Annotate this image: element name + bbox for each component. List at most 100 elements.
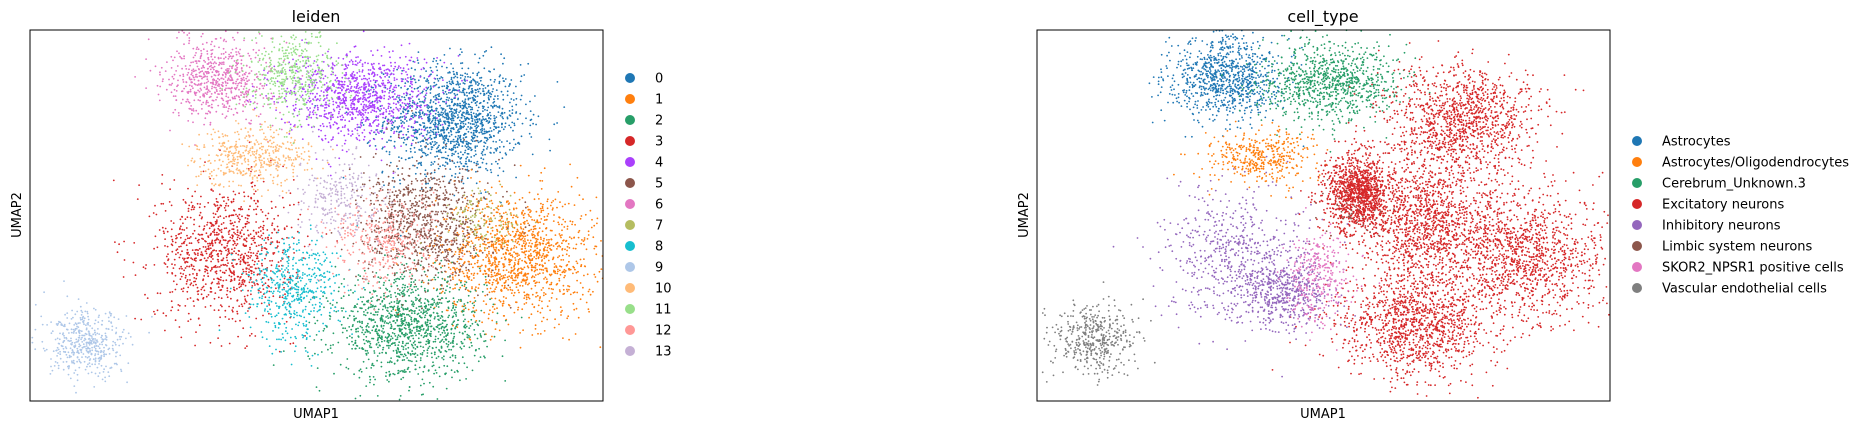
scatter-point xyxy=(205,232,208,235)
scatter-point xyxy=(377,276,380,279)
scatter-point xyxy=(426,109,429,112)
scatter-point xyxy=(468,346,471,349)
scatter-point xyxy=(443,138,446,140)
scatter-point xyxy=(454,284,457,286)
scatter-point xyxy=(199,203,202,205)
scatter-point xyxy=(572,272,574,275)
scatter-point xyxy=(202,246,205,248)
scatter-point xyxy=(207,257,209,259)
scatter-point xyxy=(461,284,464,287)
scatter-point xyxy=(397,369,400,372)
scatter-point xyxy=(413,87,416,90)
scatter-point xyxy=(576,176,579,179)
scatter-point xyxy=(548,244,551,247)
scatter-point xyxy=(595,245,598,248)
scatter-point xyxy=(511,105,514,108)
scatter-point xyxy=(393,126,396,128)
scatter-point xyxy=(497,273,500,276)
scatter-point xyxy=(419,353,422,355)
scatter-point xyxy=(479,166,482,169)
scatter-point xyxy=(533,198,536,201)
scatter-point xyxy=(426,318,429,321)
scatter-point xyxy=(383,281,385,284)
scatter-point xyxy=(271,207,273,210)
scatter-point xyxy=(164,263,167,265)
scatter-point xyxy=(194,190,197,193)
scatter-point xyxy=(398,351,401,354)
scatter-point xyxy=(276,245,279,248)
scatter-point xyxy=(473,311,476,314)
scatter-point xyxy=(470,149,473,152)
scatter-point xyxy=(181,215,183,218)
scatter-point xyxy=(525,296,528,299)
scatter-point xyxy=(438,301,441,304)
scatter-point xyxy=(513,267,516,270)
scatter-point xyxy=(470,272,473,275)
scatter-point xyxy=(320,338,323,341)
scatter-point xyxy=(528,132,531,135)
scatter-point xyxy=(561,205,564,208)
scatter-point xyxy=(527,230,530,232)
scatter-point xyxy=(253,199,256,202)
scatter-point xyxy=(250,243,253,246)
scatter-point xyxy=(345,104,347,107)
scatter-point xyxy=(542,294,545,297)
scatter-point xyxy=(441,85,444,88)
scatter-point xyxy=(515,246,518,249)
scatter-point xyxy=(351,336,353,339)
scatter-point xyxy=(355,328,358,330)
scatter-point xyxy=(551,292,554,294)
scatter-point xyxy=(476,272,479,275)
scatter-point xyxy=(579,258,582,261)
scatter-point xyxy=(519,346,522,349)
scatter-point xyxy=(534,237,537,240)
scatter-point xyxy=(337,341,340,344)
scatter-point xyxy=(475,129,478,132)
scatter-point xyxy=(447,266,450,269)
scatter-point xyxy=(506,90,509,93)
scatter-point xyxy=(409,340,412,342)
scatter-point xyxy=(414,332,416,334)
scatter-point xyxy=(378,336,381,339)
scatter-point xyxy=(328,314,331,317)
scatter-point xyxy=(364,288,366,291)
scatter-point xyxy=(469,81,471,83)
scatter-point xyxy=(518,254,520,256)
scatter-point xyxy=(488,262,491,265)
scatter-point xyxy=(404,344,407,347)
scatter-point xyxy=(399,179,401,182)
scatter-point xyxy=(465,113,467,115)
scatter-point xyxy=(561,309,563,312)
scatter-point xyxy=(488,291,491,294)
scatter-point xyxy=(515,221,517,224)
scatter-point xyxy=(453,144,456,147)
scatter-point xyxy=(427,341,430,344)
scatter-point xyxy=(209,269,212,272)
scatter-point xyxy=(468,327,471,329)
scatter-point xyxy=(462,91,465,94)
scatter-point xyxy=(502,128,505,131)
scatter-point xyxy=(197,241,200,244)
scatter-point xyxy=(545,227,548,230)
scatter-point xyxy=(247,195,250,198)
scatter-point xyxy=(385,352,387,355)
scatter-point xyxy=(453,73,456,76)
scatter-point xyxy=(450,122,453,124)
scatter-point xyxy=(546,207,549,210)
scatter-point xyxy=(430,148,433,151)
scatter-point xyxy=(566,245,569,248)
scatter-point xyxy=(363,311,365,313)
scatter-point xyxy=(379,344,381,347)
scatter-point xyxy=(579,298,582,301)
scatter-point xyxy=(527,266,530,269)
scatter-point xyxy=(476,118,479,121)
scatter-point xyxy=(246,229,249,232)
scatter-point xyxy=(437,86,440,89)
scatter-point xyxy=(452,104,455,107)
scatter-point xyxy=(451,323,454,326)
scatter-point xyxy=(448,97,451,99)
scatter-point xyxy=(482,118,485,120)
scatter-point xyxy=(179,253,182,256)
scatter-point xyxy=(167,258,170,261)
scatter-point xyxy=(510,247,513,250)
